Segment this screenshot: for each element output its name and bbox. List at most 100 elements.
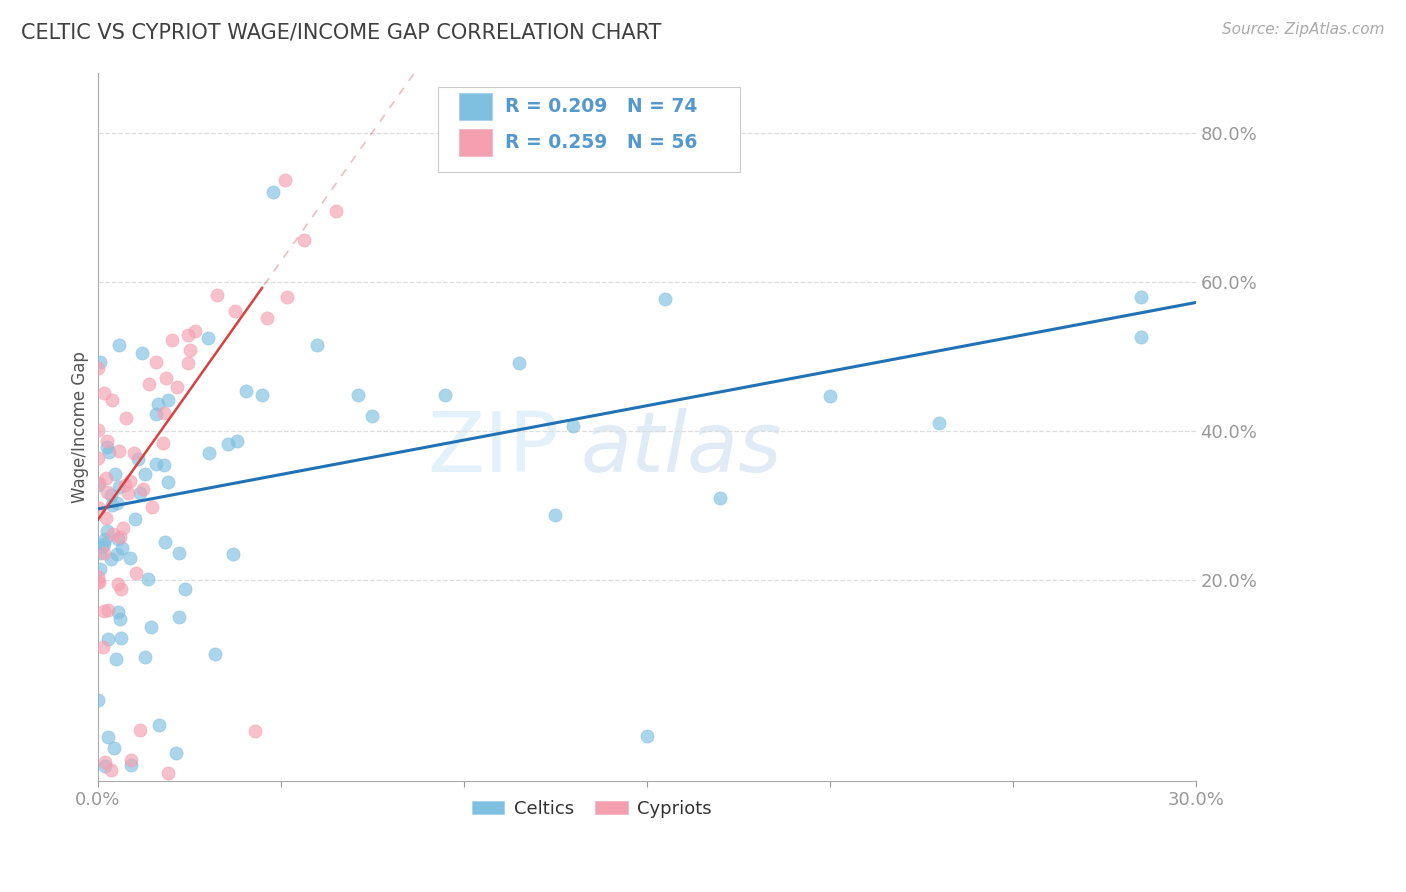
Point xyxy=(274,172,297,186)
Point xyxy=(94,755,117,769)
Point xyxy=(709,491,731,505)
Point xyxy=(96,441,118,455)
Text: atlas: atlas xyxy=(581,408,782,489)
Point xyxy=(204,647,226,661)
Point xyxy=(93,537,115,551)
Point xyxy=(361,409,384,423)
Point xyxy=(97,602,120,616)
Point xyxy=(118,551,141,566)
Point xyxy=(124,511,146,525)
Point xyxy=(87,361,110,376)
Point xyxy=(145,458,167,472)
Point xyxy=(508,356,530,370)
Point xyxy=(89,546,111,560)
Point xyxy=(145,407,167,421)
Point xyxy=(105,547,128,561)
Point xyxy=(134,467,156,482)
Point xyxy=(129,723,152,738)
Point xyxy=(107,532,129,546)
Legend: Celtics, Cypriots: Celtics, Cypriots xyxy=(465,793,718,825)
Point xyxy=(818,389,841,403)
Point xyxy=(107,577,129,591)
Point xyxy=(138,376,160,391)
Point xyxy=(156,393,179,408)
Point xyxy=(222,547,245,561)
Point xyxy=(156,766,179,780)
Point xyxy=(325,204,347,219)
Point xyxy=(145,354,167,368)
Point xyxy=(226,434,249,448)
Point xyxy=(96,511,118,525)
Point xyxy=(124,445,146,459)
Point xyxy=(87,574,110,589)
Point xyxy=(197,331,219,345)
Point xyxy=(96,730,118,744)
Point xyxy=(87,423,110,437)
Point xyxy=(120,758,142,772)
Point xyxy=(120,753,142,767)
Point xyxy=(125,566,148,580)
Point xyxy=(139,620,162,634)
Point xyxy=(114,410,136,425)
Point xyxy=(256,310,278,325)
Point xyxy=(108,530,131,544)
Text: Source: ZipAtlas.com: Source: ZipAtlas.com xyxy=(1222,22,1385,37)
Point xyxy=(108,338,131,352)
Point xyxy=(243,723,266,738)
Point xyxy=(100,552,122,566)
Point xyxy=(177,356,200,370)
Point xyxy=(104,467,127,481)
Point xyxy=(87,476,110,491)
FancyBboxPatch shape xyxy=(458,94,492,120)
Point xyxy=(103,527,125,541)
Point xyxy=(167,546,190,560)
FancyBboxPatch shape xyxy=(439,87,740,172)
Text: ZIP: ZIP xyxy=(427,408,558,489)
Point xyxy=(544,508,567,523)
Point xyxy=(87,477,110,491)
Point xyxy=(110,631,132,645)
Point xyxy=(235,384,257,398)
Point xyxy=(434,388,457,402)
Point xyxy=(307,338,329,352)
Point xyxy=(101,392,124,407)
Point xyxy=(207,288,229,302)
Point xyxy=(93,604,115,618)
Point xyxy=(252,388,274,402)
Point xyxy=(152,436,174,450)
Point xyxy=(224,303,246,318)
Point xyxy=(156,475,179,490)
Point xyxy=(110,582,132,597)
Point xyxy=(134,650,156,665)
Point xyxy=(93,759,115,773)
Point xyxy=(262,185,284,199)
Point xyxy=(654,292,676,306)
Point xyxy=(94,471,117,485)
Point xyxy=(100,763,122,777)
Point xyxy=(87,693,110,707)
Point xyxy=(160,333,183,347)
Text: R = 0.209   N = 74: R = 0.209 N = 74 xyxy=(505,97,697,116)
Point xyxy=(153,406,176,420)
Point xyxy=(108,480,131,494)
Point xyxy=(155,371,177,385)
Point xyxy=(166,380,188,394)
Point xyxy=(141,500,163,514)
FancyBboxPatch shape xyxy=(458,129,492,156)
Point xyxy=(111,521,134,535)
Point xyxy=(110,612,132,626)
Point xyxy=(100,498,122,512)
Point xyxy=(100,488,122,502)
Point xyxy=(120,474,142,488)
Point xyxy=(129,486,152,500)
Point xyxy=(276,290,298,304)
Point xyxy=(636,729,658,743)
Point xyxy=(146,397,169,411)
Point xyxy=(96,434,118,449)
Point xyxy=(89,575,111,590)
Point xyxy=(217,436,239,450)
Point xyxy=(117,485,139,500)
Y-axis label: Wage/Income Gap: Wage/Income Gap xyxy=(72,351,89,503)
Point xyxy=(131,346,153,360)
Point xyxy=(184,324,207,338)
